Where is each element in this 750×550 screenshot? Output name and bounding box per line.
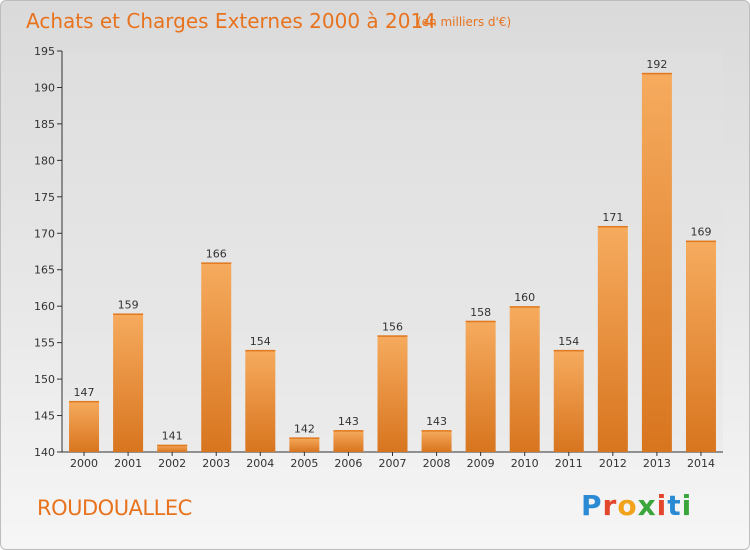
- bar: [157, 444, 188, 452]
- data-label: 154: [250, 335, 271, 348]
- bar: [421, 430, 452, 452]
- y-tick-label: 175: [34, 191, 55, 204]
- bar-top-edge: [69, 400, 100, 403]
- bar-top-edge: [641, 72, 672, 75]
- bar: [377, 335, 408, 452]
- data-label: 160: [514, 291, 535, 304]
- data-label: 166: [206, 247, 227, 260]
- x-tick-label: 2013: [643, 457, 671, 470]
- y-tick-label: 155: [34, 337, 55, 350]
- bar-top-edge: [289, 437, 320, 439]
- x-tick-label: 2012: [599, 457, 627, 470]
- bar: [333, 430, 364, 452]
- data-label: 142: [294, 422, 315, 435]
- y-tick-label: 190: [34, 81, 55, 94]
- bar-top-edge: [245, 349, 276, 352]
- data-label: 143: [426, 415, 447, 428]
- y-tick-label: 195: [34, 45, 55, 58]
- data-label: 169: [690, 226, 711, 239]
- bar-top-edge: [509, 306, 540, 308]
- bar: [641, 72, 672, 452]
- bar-top-edge: [421, 430, 452, 432]
- y-tick-label: 140: [34, 446, 55, 459]
- data-label: 192: [646, 58, 667, 71]
- y-tick-label: 150: [34, 373, 55, 386]
- bar-top-edge: [157, 444, 188, 447]
- bar: [597, 225, 628, 452]
- bar: [509, 306, 540, 452]
- bar: [245, 349, 276, 452]
- x-tick-label: 2004: [246, 457, 274, 470]
- bar: [685, 240, 716, 452]
- data-label: 158: [470, 306, 491, 319]
- data-label: 154: [558, 335, 579, 348]
- bar: [465, 320, 496, 452]
- chart-title: Achats et Charges Externes 2000 à 2014: [26, 9, 436, 33]
- x-tick-label: 2007: [379, 457, 407, 470]
- x-tick-label: 2003: [202, 457, 230, 470]
- bar-top-edge: [597, 225, 628, 228]
- y-tick-label: 170: [34, 227, 55, 240]
- proxiti-logo: Proxiti: [581, 489, 693, 522]
- data-label: 156: [382, 320, 403, 333]
- x-tick-label: 2006: [334, 457, 362, 470]
- bar: [289, 437, 320, 452]
- bar-top-edge: [685, 240, 716, 243]
- bar: [113, 313, 144, 452]
- x-tick-label: 2011: [555, 457, 583, 470]
- y-tick-label: 185: [34, 118, 55, 131]
- place-name: ROUDOUALLEC: [37, 496, 192, 520]
- bar: [553, 349, 584, 452]
- bar-top-edge: [113, 313, 144, 315]
- bar: [201, 262, 232, 452]
- bar-top-edge: [465, 320, 496, 323]
- data-label: 171: [602, 211, 623, 224]
- y-tick-label: 165: [34, 264, 55, 277]
- data-label: 147: [74, 386, 95, 399]
- data-label: 159: [118, 298, 139, 311]
- x-tick-label: 2005: [290, 457, 318, 470]
- y-tick-label: 160: [34, 300, 55, 313]
- data-label: 141: [162, 430, 183, 443]
- x-tick-label: 2001: [114, 457, 142, 470]
- x-tick-label: 2009: [467, 457, 495, 470]
- bar-top-edge: [333, 430, 364, 432]
- y-tick-label: 145: [34, 410, 55, 423]
- bar-top-edge: [377, 335, 408, 337]
- data-label: 143: [338, 415, 359, 428]
- bar: [69, 400, 100, 452]
- x-tick-label: 2008: [423, 457, 451, 470]
- x-tick-label: 2002: [158, 457, 186, 470]
- bar-top-edge: [201, 262, 232, 264]
- x-tick-label: 2014: [687, 457, 715, 470]
- chart-subtitle: (en milliers d'€): [417, 15, 512, 29]
- x-tick-label: 2010: [511, 457, 539, 470]
- bar-top-edge: [553, 349, 584, 352]
- x-tick-label: 2000: [70, 457, 98, 470]
- y-tick-label: 180: [34, 154, 55, 167]
